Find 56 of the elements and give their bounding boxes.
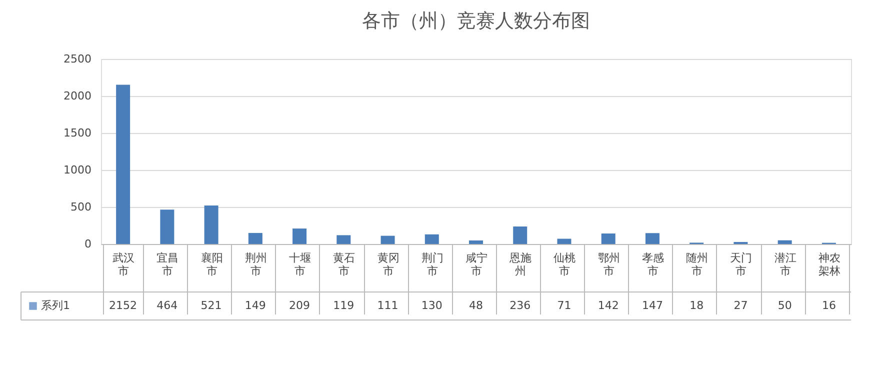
data-label: 149 — [244, 299, 266, 312]
x-tick-label: 黄石市 — [333, 252, 356, 278]
bar — [513, 226, 528, 244]
data-label: 50 — [778, 299, 792, 312]
data-label: 521 — [200, 299, 222, 312]
bar — [204, 205, 218, 244]
data-label: 142 — [598, 299, 619, 312]
data-label: 147 — [642, 299, 663, 312]
bar — [601, 233, 616, 244]
x-tick-label: 荆州市 — [244, 252, 267, 278]
y-tick-label: 2500 — [64, 52, 92, 66]
x-tick-label: 十堰市 — [289, 252, 312, 278]
data-label: 111 — [377, 299, 398, 312]
bar — [248, 232, 262, 244]
chart-title: 各市（州）竞赛人数分布图 — [362, 10, 590, 32]
data-label: 130 — [421, 299, 442, 312]
x-tick-label: 鄂州市 — [598, 252, 620, 278]
bar — [424, 234, 439, 244]
y-tick-label: 0 — [84, 238, 92, 250]
data-label: 209 — [289, 299, 310, 312]
y-tick-label: 2000 — [64, 90, 92, 102]
data-label: 464 — [156, 299, 178, 312]
x-tick-label: 咸宁市 — [466, 252, 488, 278]
data-label: 27 — [734, 299, 748, 312]
x-tick-label: 孝感市 — [642, 252, 664, 278]
x-tick-label: 恩施州 — [508, 252, 532, 278]
bar — [469, 240, 483, 244]
y-tick-label: 1500 — [64, 126, 92, 140]
x-tick-label: 宜昌市 — [156, 252, 179, 278]
bar — [116, 84, 130, 244]
x-tick-label: 黄冈市 — [377, 252, 400, 278]
legend-label: 系列1 — [41, 299, 70, 312]
x-tick-label: 天门市 — [730, 252, 752, 278]
y-tick-label: 500 — [70, 200, 92, 214]
bar — [645, 233, 660, 244]
x-tick-label: 仙桃市 — [554, 252, 576, 278]
data-label: 236 — [510, 299, 531, 312]
x-tick-label: 潜江市 — [774, 252, 796, 278]
x-tick-label: 襄阳市 — [200, 252, 223, 278]
x-tick-label: 神农架林 — [818, 252, 840, 278]
x-tick-label: 荆门市 — [421, 252, 444, 278]
bar — [336, 235, 351, 244]
bar — [380, 236, 395, 244]
bar — [557, 238, 572, 244]
bar — [160, 210, 174, 244]
data-label: 16 — [822, 299, 836, 312]
x-tick-label: 随州市 — [686, 252, 708, 278]
y-tick-label: 1000 — [64, 164, 92, 176]
bar — [292, 228, 307, 244]
data-label: 71 — [557, 299, 572, 312]
x-tick-label: 武汉市 — [112, 252, 135, 278]
data-label: 2152 — [109, 299, 138, 312]
data-label: 119 — [333, 299, 354, 312]
data-label: 18 — [690, 299, 704, 312]
bar — [778, 240, 792, 244]
data-label: 48 — [469, 299, 483, 312]
